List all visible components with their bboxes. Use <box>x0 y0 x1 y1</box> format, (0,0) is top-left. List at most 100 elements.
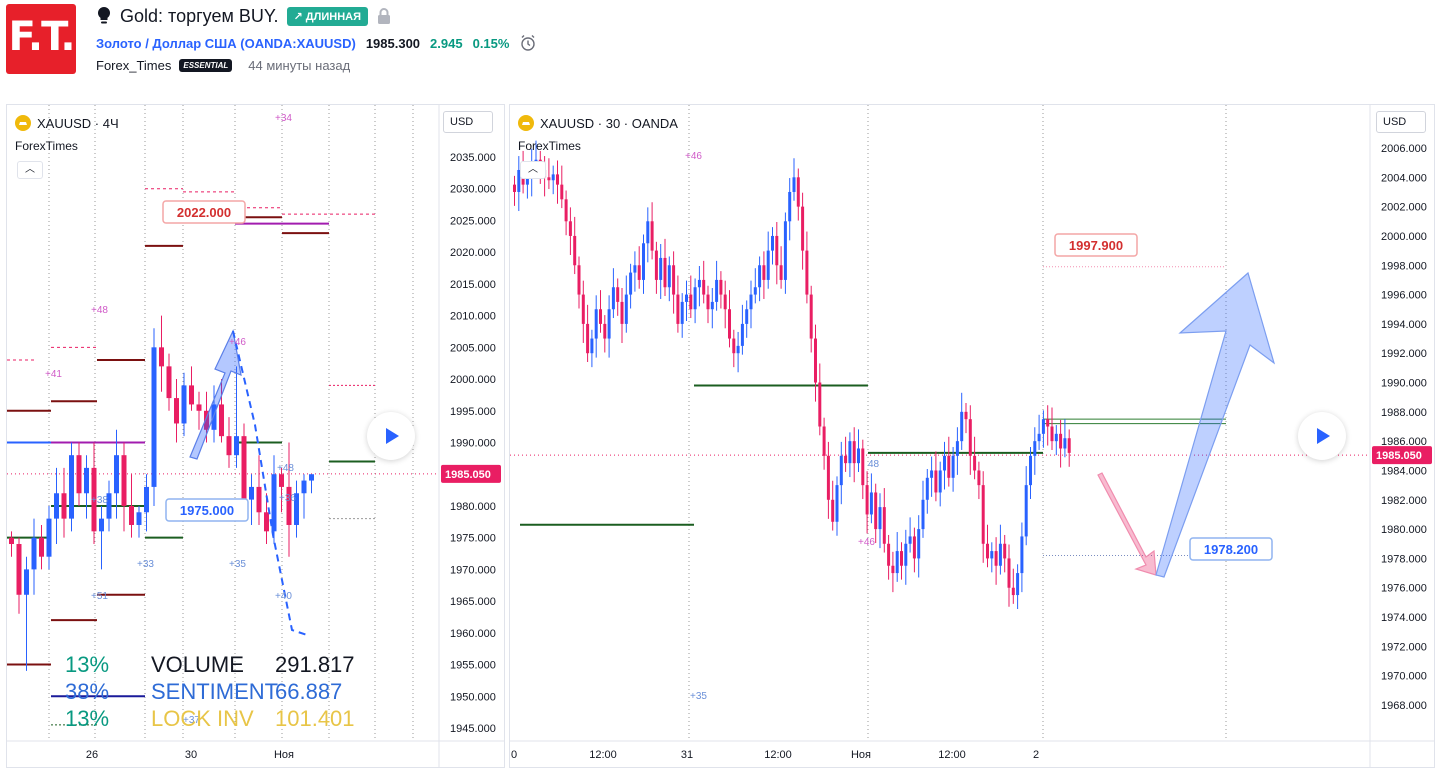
candle-body <box>801 206 805 251</box>
event-mark: +48 <box>277 463 294 474</box>
candle-body <box>547 177 551 181</box>
current-price-label: 1985.050 <box>445 469 491 481</box>
candle-body <box>241 436 247 500</box>
candle-body <box>642 243 645 280</box>
candle-body <box>513 184 516 192</box>
price-tick-label: 1998.000 <box>1381 260 1427 272</box>
time-tick-label: 12:00 <box>764 749 792 761</box>
indicator-stats: 13% VOLUME 291.817 38% SENTIMENT 66.887 … <box>65 651 355 732</box>
candle-body <box>9 537 14 545</box>
candle-body <box>637 265 641 280</box>
candle-body <box>1054 433 1058 442</box>
candle-body <box>904 543 908 566</box>
replay-play-button[interactable] <box>367 412 415 460</box>
candle-body <box>603 323 607 339</box>
current-price-badge <box>441 464 501 483</box>
candle-body <box>968 419 972 456</box>
candle-body <box>264 512 269 532</box>
direction-badge: ↗ ДЛИННАЯ <box>286 6 369 26</box>
candle-body <box>805 250 809 295</box>
candle-body <box>818 382 822 427</box>
candle-body <box>839 455 843 486</box>
symbol-open-paren: ( <box>236 35 245 51</box>
stat-percent: 13% <box>65 706 110 731</box>
chart-source-label: ForexTimes <box>518 139 581 153</box>
price-tick-label: 1950.000 <box>450 691 496 703</box>
price-tick-label: 2004.000 <box>1381 172 1427 184</box>
collapse-legend-button[interactable]: ︿ <box>17 161 43 179</box>
price-tick-label: 1986.000 <box>1381 436 1427 448</box>
author-logo[interactable]: F.T. <box>6 4 76 74</box>
chart-pane-4h[interactable]: 2022.000 1975.000 +34 +48 +46 +41 +38 +48 +33 +35… <box>6 104 505 768</box>
candle-body <box>54 493 59 519</box>
chart-30m-canvas[interactable]: 1997.900 1978.200 +46 48 +46 +35 2006.000 2004.… <box>510 105 1434 767</box>
candle-body <box>646 221 650 244</box>
candle-body <box>654 250 658 280</box>
currency-button[interactable]: USD <box>443 111 493 133</box>
candle-body <box>84 467 89 494</box>
candle-body <box>693 287 697 310</box>
candle-body <box>599 309 602 324</box>
candle-body <box>1029 455 1032 486</box>
price-tick-label: 1994.000 <box>1381 319 1427 331</box>
candle-body <box>882 507 886 544</box>
candle-body <box>990 551 994 559</box>
target-label-30m-box <box>1054 233 1138 257</box>
chevron-up-icon: ︿ <box>528 164 538 175</box>
price-tick-label: 2035.000 <box>450 152 496 164</box>
candle-body <box>76 455 82 494</box>
price-tick-label: 2015.000 <box>450 279 496 291</box>
replay-play-button[interactable] <box>1298 412 1346 460</box>
candle-body <box>977 470 981 486</box>
chart-4h-canvas[interactable]: 2022.000 1975.000 +34 +48 +46 +41 +38 +48 +33 +35… <box>7 105 504 767</box>
price-tick-label: 1995.000 <box>450 406 496 418</box>
symbol-name: Золото / Доллар США <box>96 35 237 51</box>
price-tick-label: 2020.000 <box>450 247 496 259</box>
stat-row-sentiment: 38% SENTIMENT 66.887 <box>65 678 355 705</box>
candle-body <box>925 477 929 500</box>
candle-body <box>689 294 693 310</box>
candle-body <box>1067 438 1071 453</box>
candle-body <box>174 398 179 424</box>
candle-body <box>745 309 749 324</box>
candle-body <box>758 265 762 288</box>
candle-body <box>844 455 848 464</box>
candle-body <box>878 507 882 530</box>
candle-body <box>796 177 800 207</box>
candle-body <box>986 543 989 559</box>
currency-button[interactable]: USD <box>1376 111 1426 133</box>
candle-body <box>874 492 878 530</box>
last-price: 1985.300 <box>365 35 421 51</box>
price-tick-label: 1980.000 <box>450 501 496 513</box>
candle-body <box>938 470 942 493</box>
candle-body <box>930 470 934 478</box>
candle-body <box>577 265 581 295</box>
candle-body <box>629 272 633 295</box>
stat-value: 291.817 <box>275 652 355 677</box>
candle-body <box>607 309 611 339</box>
logo-text: F.T. <box>8 14 75 60</box>
candle-body <box>91 467 97 532</box>
chart-pane-30m[interactable]: 1997.900 1978.200 +46 48 +46 +35 2006.000 2004.… <box>509 104 1435 768</box>
symbol-link[interactable]: Золото / Доллар США (OANDA:XAUUSD) <box>96 36 356 51</box>
candle-body <box>564 199 568 222</box>
candle-body <box>659 257 663 280</box>
author-name[interactable]: Forex_Times <box>96 58 172 73</box>
stat-percent: 38% <box>65 679 110 704</box>
price-tick-label: 2005.000 <box>450 342 496 354</box>
idea-title-row: Gold: торгуем BUY. ↗ ДЛИННАЯ <box>96 5 392 27</box>
price-tick-label: 2000.000 <box>1381 231 1427 243</box>
stat-label: LOCK INV <box>151 706 254 731</box>
price-tick-label: 1980.000 <box>1381 524 1427 536</box>
candle-body <box>822 426 826 456</box>
forecast-arrow-down <box>1097 472 1157 576</box>
candle-body <box>998 543 1002 566</box>
candle-body <box>865 485 869 515</box>
alarm-clock-icon[interactable] <box>519 34 537 52</box>
collapse-legend-button[interactable]: ︿ <box>520 161 546 179</box>
candle-body <box>667 265 671 288</box>
candle-body <box>676 294 680 324</box>
lightbulb-icon <box>97 6 111 24</box>
candle-body <box>1037 433 1041 442</box>
play-icon <box>386 428 399 444</box>
